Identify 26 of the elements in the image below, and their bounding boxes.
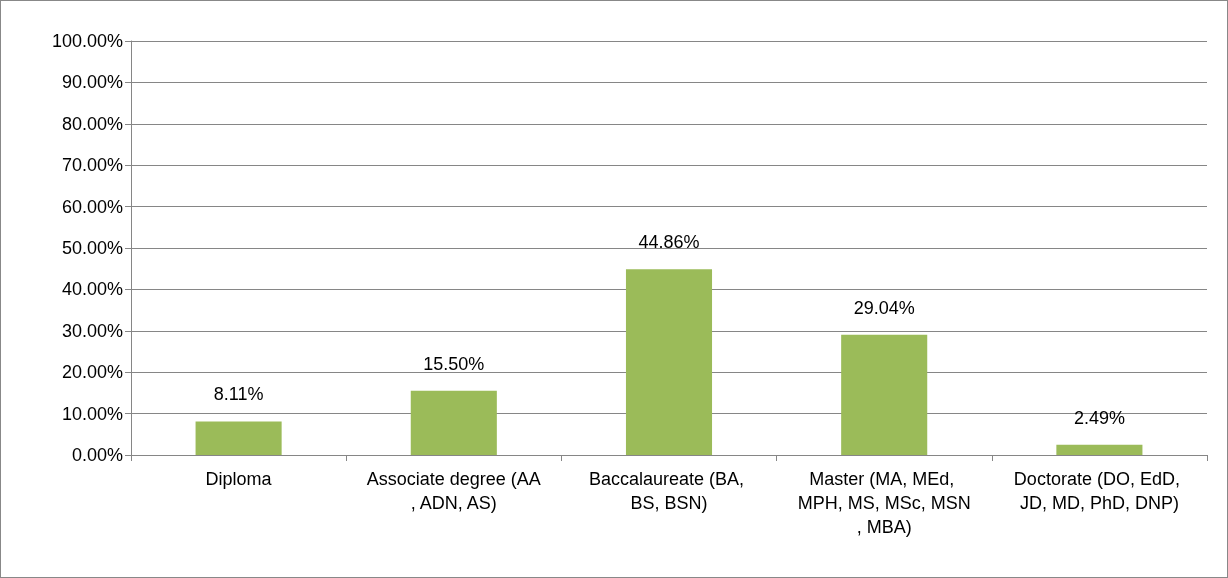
x-tick-label: Diploma bbox=[205, 469, 273, 489]
x-tick-label: Doctorate (DO, EdD, JD, MD, PhD, DNP) bbox=[1013, 469, 1185, 513]
y-tick-label: 30.00% bbox=[61, 320, 123, 341]
y-tick-label: 70.00% bbox=[61, 155, 123, 176]
y-tick-label: 90.00% bbox=[61, 72, 123, 93]
y-tick-label: 0.00% bbox=[71, 445, 123, 465]
bar bbox=[1056, 444, 1143, 455]
bar bbox=[841, 334, 928, 455]
y-tick-label: 20.00% bbox=[61, 362, 123, 383]
y-tick-label: 100.00% bbox=[51, 31, 123, 51]
y-tick-label: 10.00% bbox=[61, 403, 123, 424]
y-tick-label: 80.00% bbox=[61, 113, 123, 134]
data-label: 8.11% bbox=[213, 384, 264, 405]
data-label: 44.86% bbox=[638, 232, 700, 253]
bar bbox=[410, 390, 497, 455]
data-label: 2.49% bbox=[1073, 407, 1125, 428]
y-tick-label: 60.00% bbox=[61, 196, 123, 217]
y-tick-label: 40.00% bbox=[61, 279, 123, 300]
x-tick-label: Associate degree (AA, ADN, AS) bbox=[366, 469, 541, 513]
y-tick-label: 50.00% bbox=[61, 238, 123, 258]
x-tick-label: Master (MA, MEd, MPH, MS, MSc, MSN, MBA) bbox=[797, 469, 971, 537]
x-tick-label: Baccalaureate (BA, BS, BSN) bbox=[588, 469, 750, 513]
bar bbox=[625, 269, 713, 455]
bar bbox=[195, 421, 282, 455]
data-label: 29.04% bbox=[853, 297, 915, 318]
data-label: 15.50% bbox=[423, 353, 485, 374]
